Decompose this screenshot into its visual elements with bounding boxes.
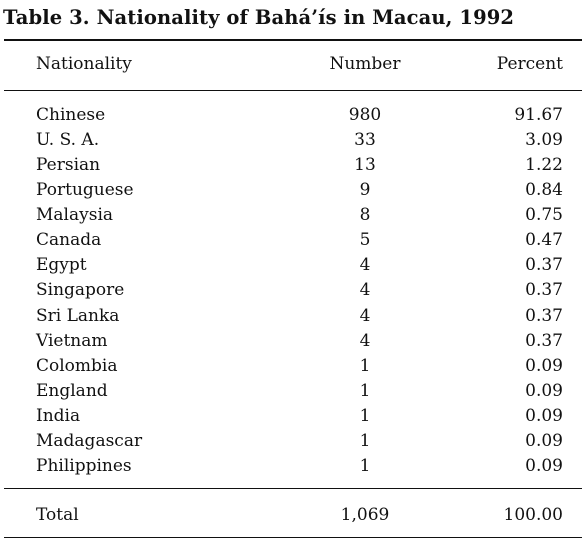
cell-percent: 0.09 — [525, 455, 563, 476]
total-label: Total — [36, 505, 79, 525]
cell-number: 13 — [354, 155, 376, 176]
cell-percent: 0.37 — [525, 305, 563, 326]
cell-number: 1 — [359, 430, 371, 451]
cell-number: 33 — [354, 130, 376, 151]
cell-percent: 0.37 — [525, 280, 563, 301]
cell-nationality: Canada — [36, 230, 102, 251]
top-rule — [4, 39, 582, 41]
total-rule-upper — [4, 488, 582, 489]
cell-percent: 91.67 — [514, 105, 563, 125]
cell-number: 1 — [359, 455, 371, 476]
cell-nationality: Vietnam — [36, 330, 108, 351]
cell-nationality: Philippines — [36, 455, 132, 476]
cell-number: 1 — [359, 355, 371, 376]
cell-number: 1 — [359, 380, 371, 401]
table-row: India 1 0.09 — [0, 404, 587, 429]
cell-nationality: U. S. A. — [36, 130, 100, 151]
cell-percent: 0.84 — [525, 180, 563, 201]
cell-percent: 1.22 — [525, 155, 563, 176]
table-body: Chinese 980 91.67 U. S. A. 33 3.09 Persian 13 1.… — [0, 103, 587, 479]
cell-percent: 0.09 — [525, 405, 563, 426]
cell-percent: 3.09 — [525, 130, 563, 151]
cell-nationality: Colombia — [36, 355, 118, 376]
cell-nationality: Madagascar — [36, 430, 143, 451]
table-row: Chinese 980 91.67 — [0, 103, 587, 128]
cell-number: 1 — [359, 405, 371, 426]
cell-percent: 0.09 — [525, 380, 563, 401]
bottom-rule — [4, 537, 582, 538]
cell-number: 980 — [348, 105, 382, 125]
table-row: Philippines 1 0.09 — [0, 454, 587, 479]
cell-nationality: Malaysia — [36, 205, 114, 226]
cell-nationality: Singapore — [36, 280, 125, 301]
cell-percent: 0.37 — [525, 330, 563, 351]
table-title: Table 3. Nationality of Bahá’ís in Macau… — [3, 6, 515, 29]
table-row: Egypt 4 0.37 — [0, 253, 587, 278]
table-row: Portuguese 9 0.84 — [0, 178, 587, 203]
table-row: Malaysia 8 0.75 — [0, 203, 587, 228]
cell-number: 9 — [359, 180, 371, 201]
cell-number: 4 — [359, 280, 371, 301]
table-row: Colombia 1 0.09 — [0, 354, 587, 379]
cell-nationality: Chinese — [36, 105, 106, 125]
cell-nationality: Sri Lanka — [36, 305, 120, 326]
table-row: Canada 5 0.47 — [0, 228, 587, 253]
table-row: Vietnam 4 0.37 — [0, 329, 587, 354]
table-row: Madagascar 1 0.09 — [0, 429, 587, 454]
cell-percent: 0.09 — [525, 355, 563, 376]
cell-nationality: Egypt — [36, 255, 87, 276]
cell-nationality: Portuguese — [36, 180, 134, 201]
header-number: Number — [329, 54, 401, 74]
cell-nationality: Persian — [36, 155, 101, 176]
cell-percent: 0.75 — [525, 205, 563, 226]
total-number: 1,069 — [340, 505, 390, 525]
header-rule — [4, 90, 582, 91]
cell-percent: 0.09 — [525, 430, 563, 451]
cell-number: 8 — [359, 205, 371, 226]
cell-number: 5 — [359, 230, 371, 251]
total-percent: 100.00 — [503, 505, 563, 525]
table-row: Persian 13 1.22 — [0, 153, 587, 178]
cell-number: 4 — [359, 330, 371, 351]
cell-percent: 0.47 — [525, 230, 563, 251]
cell-number: 4 — [359, 255, 371, 276]
table-row: England 1 0.09 — [0, 379, 587, 404]
cell-nationality: England — [36, 380, 108, 401]
header-nationality: Nationality — [36, 54, 132, 74]
table-row: Singapore 4 0.37 — [0, 278, 587, 303]
cell-number: 4 — [359, 305, 371, 326]
table-row: U. S. A. 33 3.09 — [0, 128, 587, 153]
table-row: Sri Lanka 4 0.37 — [0, 304, 587, 329]
cell-percent: 0.37 — [525, 255, 563, 276]
header-percent: Percent — [496, 54, 563, 74]
cell-nationality: India — [36, 405, 81, 426]
